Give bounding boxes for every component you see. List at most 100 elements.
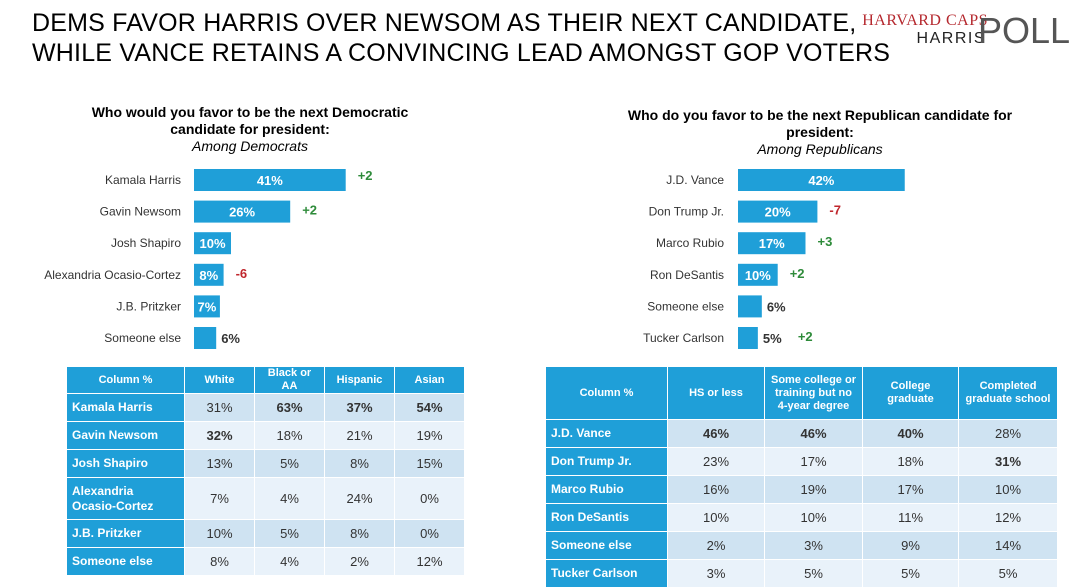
row-label: Ron DeSantis xyxy=(545,503,668,532)
table-cell: 12% xyxy=(958,503,1058,532)
table-cell: 3% xyxy=(764,531,863,560)
table-cell: 31% xyxy=(958,447,1058,476)
column-header: College graduate xyxy=(862,366,959,420)
dem-value-label: 8% xyxy=(199,268,218,283)
table-cell: 32% xyxy=(184,421,255,450)
gop-value-label: 17% xyxy=(759,236,785,251)
table-cell: 13% xyxy=(184,449,255,478)
dem-bar xyxy=(194,232,231,255)
table-cell: 16% xyxy=(667,475,765,504)
gop-bar xyxy=(738,200,818,223)
row-label: Gavin Newsom xyxy=(66,421,185,450)
table-cell: 63% xyxy=(254,393,325,422)
dem-value-label: 26% xyxy=(229,205,255,220)
gop-value-label: 10% xyxy=(745,268,771,283)
gop-bar xyxy=(738,232,806,255)
dem-bar xyxy=(194,295,220,318)
gop-chart-subtitle: Among Republicans xyxy=(757,141,883,157)
gop-value-label: 20% xyxy=(765,205,791,220)
gop-value-label: 5% xyxy=(763,331,782,346)
dem-bar-chart: Kamala Harris 41% +2 Gavin Newsom 26% +2 Josh … xyxy=(44,168,373,349)
dem-category-label: J.B. Pritzker xyxy=(116,299,181,313)
table-cell: 54% xyxy=(394,393,465,422)
table-cell: 14% xyxy=(958,531,1058,560)
harvard-caps-harris-poll-logo: HARVARD CAPS HARRIS POLL xyxy=(840,8,1070,52)
column-header: Asian xyxy=(394,366,465,394)
dem-bar xyxy=(194,169,346,191)
gop-change-label: +3 xyxy=(817,234,832,249)
dem-chart-title-line1: Who would you favor to be the next Democ… xyxy=(91,104,409,120)
table-cell: 18% xyxy=(862,447,959,476)
row-label: Don Trump Jr. xyxy=(545,447,668,476)
table-cell: 11% xyxy=(862,503,959,532)
gop-change-label: +2 xyxy=(798,329,813,344)
table-cell: 8% xyxy=(324,519,395,548)
table-cell: 0% xyxy=(394,519,465,548)
dem-change-label: -6 xyxy=(236,266,248,281)
table-cell: 19% xyxy=(394,421,465,450)
gop-category-label: Ron DeSantis xyxy=(650,268,724,282)
page-title-line1: DEMS FAVOR HARRIS OVER NEWSOM AS THEIR N… xyxy=(32,9,857,37)
table-cell: 8% xyxy=(324,449,395,478)
row-label: J.B. Pritzker xyxy=(66,519,185,548)
gop-category-label: J.D. Vance xyxy=(666,173,724,187)
table-cell: 37% xyxy=(324,393,395,422)
table-cell: 46% xyxy=(764,419,863,448)
row-label: J.D. Vance xyxy=(545,419,668,448)
dem-category-label: Someone else xyxy=(104,331,181,345)
table-cell: 10% xyxy=(764,503,863,532)
column-header: White xyxy=(184,366,255,394)
table-row: Ron DeSantis 10% 10% 11% 12% xyxy=(545,503,1058,532)
gop-change-label: -7 xyxy=(829,203,841,218)
table-cell: 19% xyxy=(764,475,863,504)
column-header: Some college or training but no 4-year d… xyxy=(764,366,863,420)
table-row: J.B. Pritzker 10% 5% 8% 0% xyxy=(66,519,465,548)
table-row: Don Trump Jr. 23% 17% 18% 31% xyxy=(545,447,1058,476)
table-row: Marco Rubio 16% 19% 17% 10% xyxy=(545,475,1058,504)
table-row: Someone else 2% 3% 9% 14% xyxy=(545,531,1058,560)
row-label: Kamala Harris xyxy=(66,393,185,422)
table-cell: 5% xyxy=(958,559,1058,588)
dem-value-label: 10% xyxy=(199,236,225,251)
dem-change-label: +2 xyxy=(302,203,317,218)
dem-value-label: 7% xyxy=(198,299,217,314)
row-label: Marco Rubio xyxy=(545,475,668,504)
column-header: HS or less xyxy=(667,366,765,420)
column-header: Black or AA xyxy=(254,366,325,394)
dem-category-label: Alexandria Ocasio-Cortez xyxy=(44,268,181,282)
table-cell: 15% xyxy=(394,449,465,478)
table-cell: 2% xyxy=(324,547,395,576)
table-cell: 10% xyxy=(958,475,1058,504)
column-header: Column % xyxy=(66,366,185,394)
row-label: Someone else xyxy=(66,547,185,576)
table-cell: 4% xyxy=(254,477,325,520)
logo-line1: HARVARD CAPS xyxy=(862,12,988,29)
logo-line3: POLL xyxy=(977,10,1070,51)
table-cell: 7% xyxy=(184,477,255,520)
table-cell: 17% xyxy=(764,447,863,476)
gop-value-label: 6% xyxy=(767,299,786,314)
gop-bar xyxy=(738,169,905,191)
table-cell: 40% xyxy=(862,419,959,448)
page-title-line2: WHILE VANCE RETAINS A CONVINCING LEAD AM… xyxy=(32,39,891,67)
table-cell: 17% xyxy=(862,475,959,504)
dem-chart-title-line2: candidate for president: xyxy=(170,121,330,137)
gop-category-label: Don Trump Jr. xyxy=(649,205,724,219)
table-cell: 2% xyxy=(667,531,765,560)
dem-value-label: 41% xyxy=(257,173,283,188)
table-cell: 23% xyxy=(667,447,765,476)
table-cell: 8% xyxy=(184,547,255,576)
table-cell: 0% xyxy=(394,477,465,520)
dem-bar xyxy=(194,200,291,223)
gop-category-label: Marco Rubio xyxy=(656,236,724,250)
table-cell: 31% xyxy=(184,393,255,422)
dem-category-label: Kamala Harris xyxy=(105,173,181,187)
table-cell: 18% xyxy=(254,421,325,450)
dem-bar xyxy=(194,263,224,286)
table-row: Alexandria Ocasio-Cortez 7% 4% 24% 0% xyxy=(66,477,465,520)
table-cell: 24% xyxy=(324,477,395,520)
dem-value-label: 6% xyxy=(221,331,240,346)
table-cell: 28% xyxy=(958,419,1058,448)
table-cell: 10% xyxy=(667,503,765,532)
table-cell: 5% xyxy=(254,519,325,548)
